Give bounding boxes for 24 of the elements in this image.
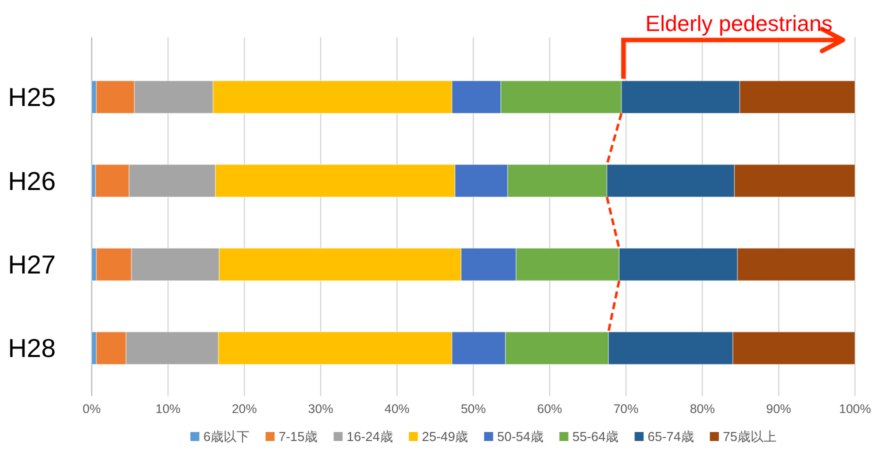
legend-label: 50-54歳 — [497, 429, 544, 444]
legend-label: 7-15歳 — [278, 429, 318, 444]
legend-label: 55-64歳 — [572, 429, 619, 444]
x-tick-label: 100% — [839, 402, 871, 416]
y-tick-label: H28 — [8, 333, 56, 364]
y-tick-label: H26 — [8, 166, 56, 196]
x-tick-label: 40% — [384, 402, 410, 416]
legend-label: 6歳以下 — [203, 429, 250, 444]
x-tick-label: 60% — [537, 402, 562, 416]
y-tick-label: H27 — [8, 249, 56, 280]
x-tick-label: 90% — [766, 402, 792, 416]
x-tick-label: 70% — [613, 402, 639, 416]
x-tick-label: 0% — [82, 402, 101, 416]
x-tick-label: 20% — [232, 402, 257, 416]
x-tick-label: 80% — [690, 402, 715, 416]
legend-label: 65-74歳 — [648, 429, 694, 444]
y-tick-label: H25 — [8, 82, 56, 112]
legend-label: 25-49歳 — [422, 429, 468, 444]
legend-label: 75歳以上 — [722, 429, 776, 444]
x-tick-label: 10% — [156, 402, 181, 416]
x-tick-label: 50% — [460, 402, 486, 416]
legend-label: 16-24歳 — [346, 429, 393, 444]
x-tick-label: 30% — [308, 402, 334, 416]
annotation: Elderly pedestrians — [645, 11, 833, 36]
